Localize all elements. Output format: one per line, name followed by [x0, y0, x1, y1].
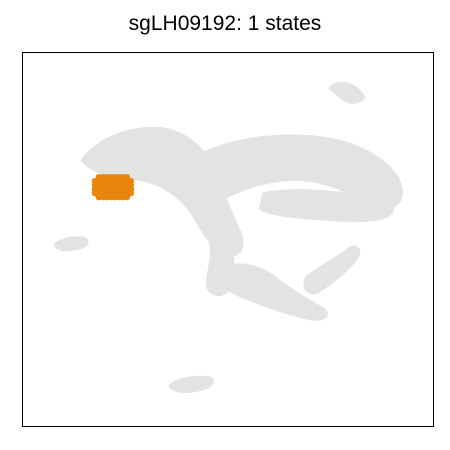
- bg-cluster-lower-arm: [259, 189, 394, 223]
- bg-cluster-right-band: [303, 245, 361, 295]
- highlighted-state-cells: [91, 173, 135, 201]
- background-cells: [54, 81, 403, 393]
- highlight-point: [123, 193, 131, 201]
- bg-cluster-small-blob: [342, 88, 365, 104]
- bg-cluster-left-island: [54, 236, 89, 252]
- chart-title: sgLH09192: 1 states: [128, 12, 322, 35]
- bg-cluster-lower-band: [217, 263, 328, 321]
- highlight-point: [127, 189, 135, 197]
- bg-cluster-bottom-island: [169, 375, 214, 393]
